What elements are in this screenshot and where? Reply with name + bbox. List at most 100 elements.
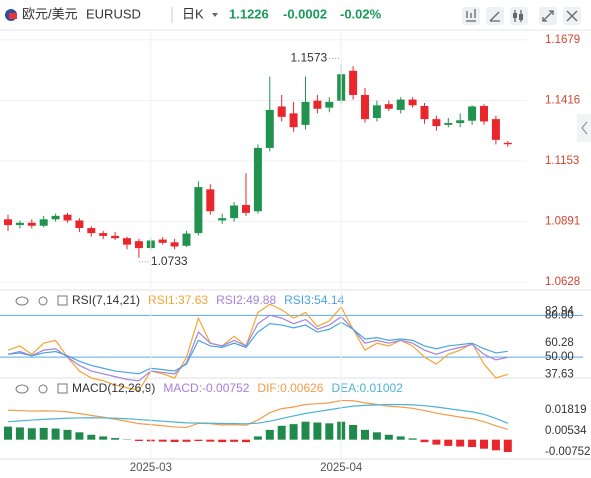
candle-body [63, 214, 72, 221]
macd-line [7, 399, 508, 431]
macd-bar [206, 439, 215, 442]
candle-body [39, 219, 48, 226]
eye-icon[interactable] [15, 384, 29, 394]
candle-body [396, 99, 405, 110]
macd-bar [111, 438, 120, 440]
candle-body [289, 113, 298, 128]
candle-body [277, 106, 286, 117]
flag-icon [9, 13, 17, 19]
macd-bar [170, 439, 179, 442]
type-icon [513, 13, 517, 18]
high-annotation: 1.1573 [290, 50, 327, 64]
macd-bar [277, 425, 286, 440]
macd-bar [194, 439, 203, 441]
candle-body [15, 222, 24, 226]
candle-body [361, 94, 369, 120]
candle-body [87, 228, 96, 234]
candle-body [75, 220, 84, 229]
y-tick-label: 0.01819 [545, 404, 587, 416]
y-tick-label: 80.00 [545, 309, 574, 321]
candle-body [134, 241, 143, 249]
candle-body [480, 105, 488, 122]
candle-body [349, 70, 358, 95]
y-tick-label: 37.63 [545, 368, 574, 380]
macd-bar [182, 439, 191, 442]
legend-entry: DIF:0.00626 [257, 381, 323, 395]
candle-body [313, 100, 322, 109]
legend-entry: MACD:-0.00752 [163, 381, 249, 395]
pair-symbol[interactable]: EURUSD [86, 6, 141, 21]
macd-bar [349, 424, 358, 440]
macd-bar [158, 439, 167, 442]
expand-icon [542, 10, 554, 22]
macd-bar [4, 426, 12, 440]
legend-entry: RSI3:54.14 [284, 293, 344, 307]
macd-bar [75, 432, 84, 440]
macd-bar [432, 439, 441, 445]
y-tick-label: 50.00 [545, 351, 574, 363]
candle-body [194, 187, 203, 234]
rsi-line [7, 303, 508, 392]
macd-bar [313, 422, 322, 440]
candle-body [182, 233, 191, 246]
close-icon [566, 10, 578, 22]
indicator-icon [466, 9, 476, 22]
macd-bar [491, 439, 500, 451]
macd-bar [51, 428, 60, 440]
macd-bar [218, 439, 227, 443]
candle-body [230, 205, 239, 219]
y-tick-label: 82.94 [545, 305, 574, 317]
caret[interactable] [212, 13, 218, 17]
candle-body [491, 119, 500, 140]
candle-body [242, 205, 250, 213]
draw-icon [489, 11, 500, 22]
candle-body [432, 119, 441, 127]
macd-bar [503, 439, 512, 452]
rsi-line [7, 321, 508, 375]
candle-body [372, 105, 381, 118]
panel-icon[interactable] [57, 383, 68, 394]
y-tick-label: 0.00534 [545, 425, 587, 437]
y-tick-label: 1.0628 [545, 276, 580, 288]
candle-body [111, 235, 120, 239]
macd-bar [289, 424, 298, 440]
candle-body [325, 101, 334, 108]
panel-icon[interactable] [57, 295, 68, 306]
period[interactable]: 日K [182, 6, 204, 21]
macd-bar [361, 429, 369, 440]
settings-icon[interactable] [38, 384, 48, 394]
y-tick-label: 60.28 [545, 337, 574, 349]
macd-bar [27, 428, 36, 440]
candle-body [206, 189, 215, 212]
type-icon [519, 14, 523, 20]
y-tick-label: 1.1153 [545, 155, 579, 167]
candle-body [123, 238, 131, 245]
candle-body [158, 239, 167, 243]
macd-bar [396, 436, 405, 440]
candle-body [218, 218, 227, 221]
macd-bar [444, 439, 453, 446]
candle-body [384, 104, 393, 109]
macd-bar [87, 434, 96, 440]
macd-bar [384, 434, 393, 440]
legend-entry: DEA:0.01002 [331, 381, 403, 395]
candle-body [408, 99, 417, 106]
panel-title: RSI(7,14,21) [72, 293, 140, 307]
macd-bar [63, 429, 72, 440]
candle-body [444, 123, 453, 125]
candle-body [51, 215, 60, 220]
rsi-line [7, 314, 508, 382]
candle-body [468, 106, 477, 121]
macd-bar [242, 439, 250, 443]
y-tick-label: 1.1679 [545, 34, 580, 46]
macd-bar [480, 439, 488, 449]
collapse-button[interactable] [577, 114, 591, 142]
settings-icon[interactable] [38, 296, 48, 306]
pair-name[interactable]: 欧元/美元 [22, 6, 78, 21]
eye-icon[interactable] [15, 296, 29, 306]
macd-bar [456, 439, 465, 447]
candle-body [265, 109, 274, 148]
y-tick-label: -0.00752 [545, 446, 590, 458]
change: -0.0002 [283, 6, 327, 21]
legend-entry: RSI1:37.63 [148, 293, 208, 307]
